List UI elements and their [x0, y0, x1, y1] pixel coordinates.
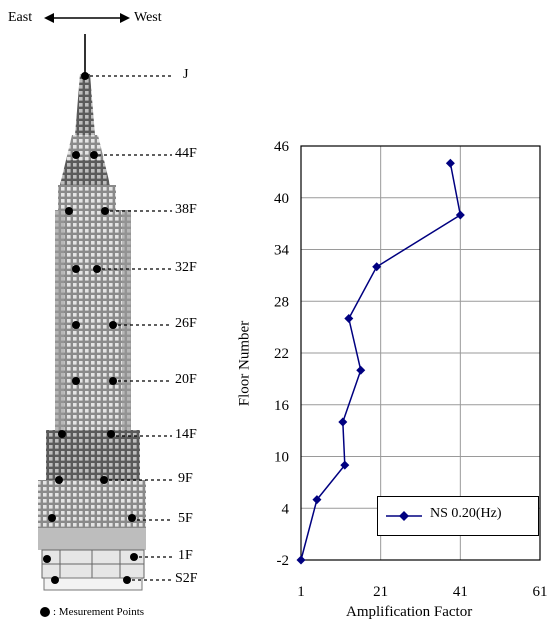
floor-label-44f: 44F: [175, 146, 197, 161]
data-point-4: [356, 365, 366, 375]
data-point-0: [445, 158, 455, 168]
data-point-5: [338, 417, 348, 427]
floor-label-s2f: S2F: [175, 571, 198, 586]
data-point-6: [340, 460, 350, 470]
measurement-points: [43, 72, 138, 584]
data-point-8: [296, 555, 306, 565]
y-tick-label-3: 16: [274, 398, 290, 414]
compass-west-label: West: [134, 10, 162, 25]
data-point-1: [455, 210, 465, 220]
compass-east-label: East: [8, 10, 33, 25]
measurement-points-caption: : Mesurement Points: [53, 606, 145, 618]
floor-label-32f: 32F: [175, 260, 197, 275]
y-tick-label-6: 34: [274, 243, 290, 259]
building-illustration: [38, 34, 172, 591]
x-axis-title: Amplification Factor: [346, 604, 473, 620]
y-tick-label-5: 28: [274, 294, 289, 310]
plot-area: [300, 145, 541, 561]
floor-label-38f: 38F: [175, 202, 197, 217]
y-axis-title: Floor Number: [236, 320, 253, 407]
x-tick-label-0: 1: [297, 584, 305, 600]
floor-label-5f: 5F: [178, 511, 193, 526]
y-tick-label-8: 46: [274, 139, 290, 155]
y-tick-label-4: 22: [274, 346, 289, 362]
floor-label-26f: 26F: [175, 316, 197, 331]
legend-series-marker: [386, 511, 422, 521]
floor-label-1f: 1F: [178, 548, 193, 563]
compass-double-arrow-icon: [44, 13, 130, 23]
chart-legend: NS 0.20(Hz): [377, 496, 539, 536]
x-tick-label-1: 21: [373, 584, 388, 600]
skyscraper-drawing: [38, 34, 146, 591]
x-tick-label-3: 61: [533, 584, 548, 600]
data-point-2: [372, 262, 382, 272]
y-tick-label-0: -2: [277, 553, 290, 569]
y-tick-label-2: 10: [274, 450, 289, 466]
data-point-7: [312, 495, 322, 505]
measurement-point-legend-icon: [40, 607, 50, 617]
floor-label-9f: 9F: [178, 471, 193, 486]
data-point-3: [344, 314, 354, 323]
floor-label-20f: 20F: [175, 372, 197, 387]
y-tick-label-1: 4: [282, 501, 290, 517]
floor-label-14f: 14F: [175, 427, 197, 442]
floor-leader-lines: [90, 75, 172, 581]
floor-label-j: J: [183, 67, 189, 82]
x-tick-label-2: 41: [453, 584, 468, 600]
legend-series-label: NS 0.20(Hz): [430, 506, 502, 521]
y-tick-label-7: 40: [274, 191, 289, 207]
